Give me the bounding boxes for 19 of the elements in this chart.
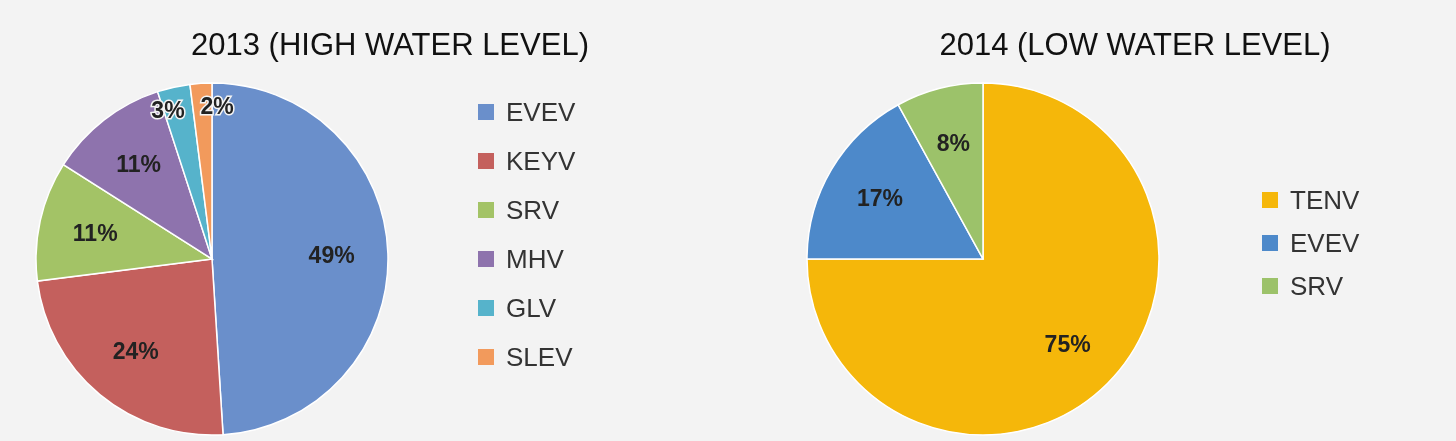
legend-label: TENV <box>1290 185 1360 216</box>
legend-label: SRV <box>506 195 560 226</box>
legend-label: KEYV <box>506 146 577 177</box>
chart-title: 2013 (HIGH WATER LEVEL) <box>191 27 589 62</box>
legend-label: GLV <box>506 293 557 324</box>
legend-label: SRV <box>1290 271 1344 302</box>
legend-label: MHV <box>506 244 565 275</box>
data-label: 11% <box>72 219 118 246</box>
chart-title: 2014 (LOW WATER LEVEL) <box>939 27 1331 62</box>
pie-slice <box>806 82 1160 436</box>
data-label: 75% <box>1044 330 1091 357</box>
data-label: 49% <box>308 242 355 269</box>
legend-label: SLEV <box>506 342 574 373</box>
data-label: 24% <box>112 338 159 365</box>
data-label: 11% <box>116 151 162 178</box>
data-label: 8% <box>936 130 970 157</box>
legend-label: EVEV <box>506 97 577 128</box>
legend-label: EVEV <box>1290 228 1361 259</box>
data-label: 17% <box>856 185 904 212</box>
